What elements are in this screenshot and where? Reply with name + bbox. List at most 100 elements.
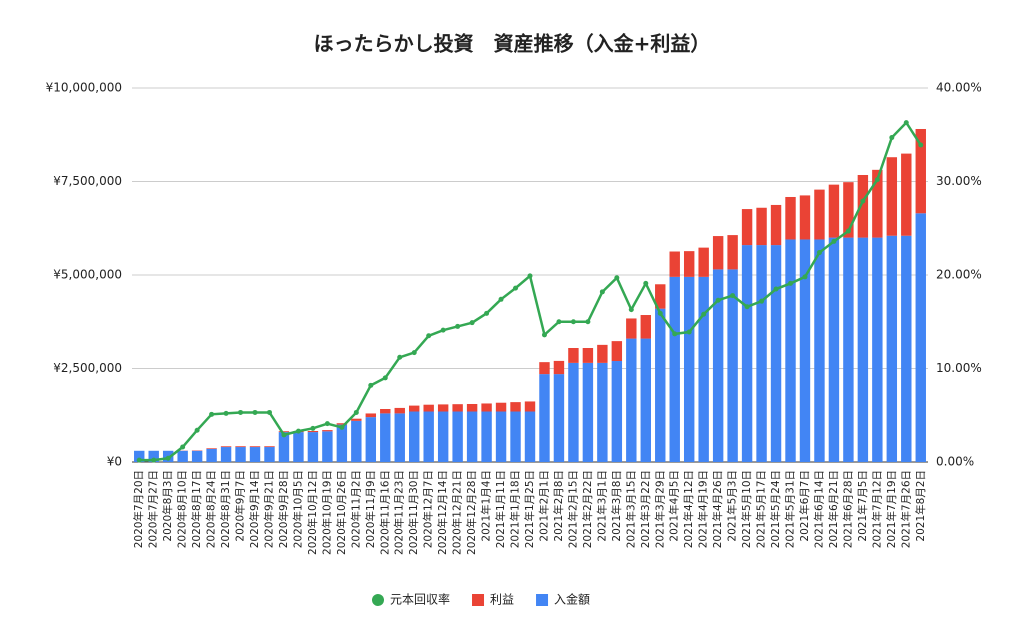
bar-segment <box>640 338 651 462</box>
x-tick-label: 2020年12月28日 <box>465 470 478 555</box>
line-point <box>643 280 649 286</box>
x-tick-label: 2021年2月15日 <box>566 470 579 548</box>
line-point <box>484 310 490 316</box>
bar-segment <box>901 153 912 236</box>
y-tick-label: ¥2,500,000 <box>53 361 122 375</box>
y-tick-label: ¥10,000,000 <box>46 81 122 95</box>
x-tick-label: 2020年11月16日 <box>378 470 391 555</box>
y-tick-label: ¥7,500,000 <box>53 174 122 188</box>
x-tick-label: 2021年4月26日 <box>711 470 724 548</box>
bar-segment <box>669 251 680 277</box>
bar-segment <box>698 276 709 462</box>
y-tick-label: ¥5,000,000 <box>53 268 122 282</box>
bar-segment <box>437 411 449 462</box>
legend-swatch <box>536 594 549 606</box>
bar-segment <box>626 338 637 462</box>
line-point <box>788 280 794 286</box>
line-point <box>744 304 750 310</box>
bar-segment <box>553 360 565 375</box>
x-tick-label: 2020年9月7日 <box>234 470 247 542</box>
line-point <box>165 455 171 461</box>
line-point <box>397 354 403 360</box>
line-point <box>252 409 258 415</box>
bar-segment <box>220 446 232 448</box>
line-point <box>411 350 417 356</box>
x-tick-label: 2021年3月15日 <box>624 470 637 548</box>
line-point <box>455 323 461 329</box>
bar-segment <box>872 237 883 462</box>
line-point <box>281 432 287 438</box>
bar-segment <box>669 276 680 462</box>
line-point <box>816 250 822 256</box>
bar-segment <box>481 403 492 412</box>
x-tick-label: 2021年2月8日 <box>552 470 565 542</box>
line-point <box>628 307 634 313</box>
bar-segment <box>539 374 550 462</box>
line-point <box>773 286 779 292</box>
x-tick-label: 2020年10月26日 <box>335 470 348 555</box>
line-point <box>382 375 388 381</box>
bar-segment <box>828 237 840 462</box>
bar-segment <box>351 420 362 462</box>
bar-segment <box>510 411 521 462</box>
x-tick-label: 2020年8月17日 <box>190 470 203 548</box>
x-tick-label: 2021年1月4日 <box>480 470 493 542</box>
bar-segment <box>843 237 854 462</box>
bar-segment <box>582 348 594 363</box>
x-tick-label: 2020年8月3日 <box>161 470 174 542</box>
x-tick-label: 2020年9月21日 <box>262 470 275 548</box>
line-point <box>701 311 707 317</box>
bar-segment <box>278 432 290 462</box>
bar-segment <box>655 308 666 462</box>
bar-segment <box>901 235 912 462</box>
bar-segment <box>843 182 854 238</box>
bar-segment <box>741 209 753 246</box>
x-tick-label: 2020年8月10日 <box>176 470 189 548</box>
bar-segment <box>466 411 478 462</box>
bar-segment <box>336 424 348 462</box>
bar-segment <box>626 318 637 339</box>
line-point <box>730 293 736 299</box>
legend-label: 利益 <box>490 593 514 607</box>
chart-title: ほったらかし投資 資産推移（入金+利益） <box>314 32 711 56</box>
bar-segment <box>727 235 738 270</box>
bar-segment <box>495 402 507 412</box>
y2-tick-label: 40.00% <box>936 81 982 95</box>
line-point <box>672 331 678 337</box>
x-tick-label: 2021年6月21日 <box>827 470 840 548</box>
line-point <box>845 228 851 234</box>
bar-segment <box>915 213 926 462</box>
x-tick-label: 2020年8月31日 <box>219 470 232 548</box>
line-point <box>903 120 909 126</box>
bar-segment <box>206 448 217 462</box>
bar-segment <box>611 361 623 462</box>
line-point <box>599 289 605 295</box>
bar-segment <box>683 276 695 462</box>
bar-segment <box>380 409 391 414</box>
bar-segment <box>553 374 565 462</box>
bar-segment <box>191 450 203 462</box>
x-tick-label: 2020年9月14日 <box>248 470 261 548</box>
x-tick-label: 2021年4月5日 <box>668 470 681 542</box>
bar-segment <box>582 362 594 462</box>
bar-segment <box>785 239 796 462</box>
bar-segment <box>785 196 796 240</box>
bar-segment <box>134 450 145 462</box>
x-tick-label: 2020年7月20日 <box>132 470 145 548</box>
x-tick-label: 2020年12月21日 <box>451 470 464 555</box>
bar-segment <box>756 207 767 246</box>
line-point <box>802 274 808 280</box>
x-tick-label: 2021年2月1日 <box>537 470 550 542</box>
line-point <box>310 425 316 431</box>
bar-segment <box>539 362 550 375</box>
line-point <box>759 298 765 304</box>
bar-segment <box>698 247 709 277</box>
line-point <box>426 333 432 339</box>
bar-segment <box>365 417 377 462</box>
bar-segment <box>336 423 348 425</box>
line-point <box>874 177 880 183</box>
line-point <box>209 411 215 417</box>
line-point <box>339 424 345 430</box>
bar-segment <box>437 404 449 412</box>
